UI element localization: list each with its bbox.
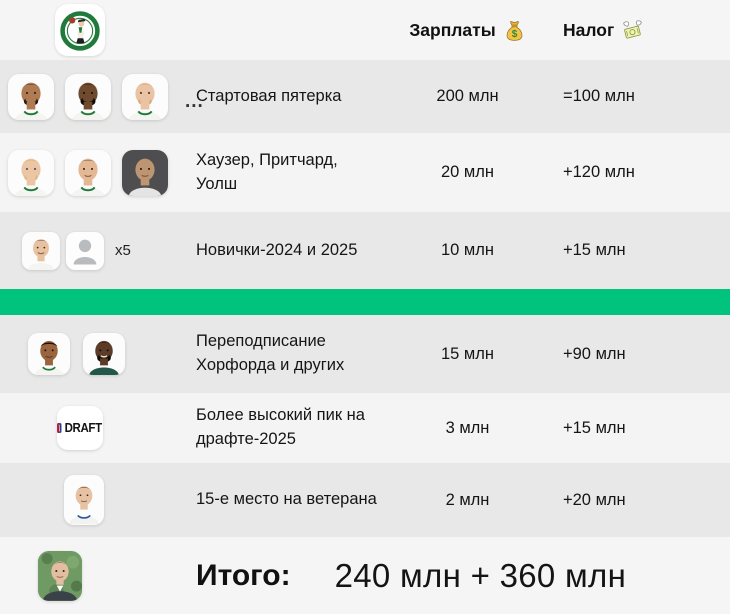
row-salary: 200 млн [436, 87, 499, 105]
player-avatar-sam-hauser [8, 149, 54, 196]
nba-logo-icon [57, 423, 62, 433]
player-avatar-payton-pritchard [65, 149, 111, 196]
money-wings-icon [623, 19, 642, 39]
table-row-veteran-spot: 15-е место на ветерана 2 млн +20 млн [0, 463, 730, 537]
row-tax: +20 млн [563, 490, 626, 509]
row-label: 15-е место на ветерана [196, 490, 377, 509]
row-label: Стартовая пятерка [196, 86, 342, 105]
salary-column-header: Зарплаты $ [405, 19, 530, 42]
tax-header-label: Налог [563, 19, 615, 40]
player-avatar-neemias-queta [83, 333, 125, 375]
table-header: Зарплаты $ Налог [0, 0, 730, 60]
row-tax: =100 млн [563, 87, 635, 105]
row-salary: 20 млн [440, 163, 495, 181]
row-label: Новички-2024 и 2025 [196, 240, 358, 259]
draft-logo-text: DRAFT [64, 421, 102, 435]
divider-green-bar [0, 289, 730, 315]
tax-column-header: Налог [530, 19, 730, 42]
table-row-starting-five: ... Стартовая пятерка 200 млн =100 млн [0, 60, 730, 133]
table-row-rookies: x5 Новички-2024 и 2025 10 млн +15 млн [0, 212, 730, 289]
row-tax: +15 млн [563, 418, 626, 437]
row-tax: +15 млн [563, 241, 626, 259]
player-avatar-jordan-walsh [122, 149, 168, 196]
table-footer-total: Итого: 240 млн + 360 млн [0, 537, 730, 614]
table-row-draft-pick: DRAFT Более высокий пик на драфте-2025 3… [0, 393, 730, 463]
row-salary: 2 млн [445, 490, 490, 509]
player-avatar-al-horford [28, 333, 70, 375]
row-label: Переподписание Хорфорда и других [196, 332, 345, 374]
table-row-resign-horford: Переподписание Хорфорда и других 15 млн … [0, 315, 730, 393]
money-bag-icon: $ [506, 20, 523, 41]
player-avatar-veteran [64, 475, 104, 525]
table-row-bench-trio: Хаузер, Притчард, Уолш 20 млн +120 млн [0, 133, 730, 212]
player-avatar-rookie [22, 231, 60, 270]
total-label: Итого: [196, 558, 291, 592]
nba-draft-logo: DRAFT [57, 406, 103, 450]
celtics-logo-icon [60, 11, 100, 51]
boston-celtics-logo [55, 4, 105, 56]
total-value: 240 млн + 360 млн [334, 556, 627, 594]
placeholder-avatar [66, 231, 104, 270]
row-salary: 15 млн [440, 344, 495, 363]
multiplier-label: x5 [115, 241, 131, 259]
svg-text:$: $ [511, 29, 517, 40]
player-avatar-jaylen-brown [65, 73, 111, 120]
player-avatar-kristaps-porzingis [122, 73, 168, 120]
salary-header-label: Зарплаты [409, 19, 496, 40]
row-salary: 10 млн [440, 241, 495, 259]
row-salary: 3 млн [445, 418, 490, 437]
row-label: Хаузер, Притчард, Уолш [196, 150, 338, 193]
more-players-ellipsis: ... [185, 90, 204, 112]
row-tax: +120 млн [563, 163, 635, 181]
player-avatar-jayson-tatum [8, 73, 54, 120]
avatar-brad-stevens [38, 550, 82, 601]
row-tax: +90 млн [563, 344, 626, 363]
row-label: Более высокий пик на драфте-2025 [196, 406, 365, 448]
